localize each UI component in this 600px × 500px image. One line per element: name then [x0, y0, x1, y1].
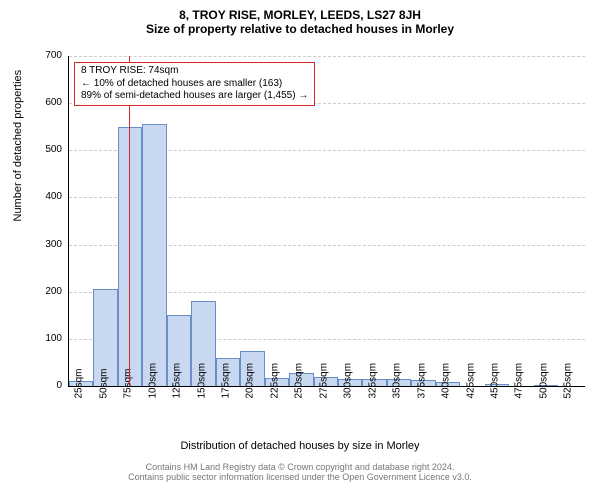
- x-tick-label: 150sqm: [196, 398, 207, 399]
- marker-annotation: 8 TROY RISE: 74sqm ← 10% of detached hou…: [74, 62, 315, 106]
- y-tick-label: 400: [22, 191, 62, 202]
- x-tick-label: 475sqm: [514, 398, 525, 399]
- chart-title-line2: Size of property relative to detached ho…: [0, 22, 600, 36]
- x-tick-label: 525sqm: [563, 398, 574, 399]
- annotation-line1: 8 TROY RISE: 74sqm: [81, 65, 308, 78]
- y-gridline: [69, 56, 585, 57]
- x-tick-label: 100sqm: [147, 398, 158, 399]
- caption-line2: Contains public sector information licen…: [0, 472, 600, 482]
- x-tick-label: 500sqm: [538, 398, 549, 399]
- x-tick-label: 75sqm: [123, 398, 134, 399]
- x-tick-label: 275sqm: [318, 398, 329, 399]
- x-tick-label: 250sqm: [294, 398, 305, 399]
- x-tick-label: 400sqm: [441, 398, 452, 399]
- x-tick-label: 50sqm: [98, 398, 109, 399]
- data-attribution: Contains HM Land Registry data © Crown c…: [0, 462, 600, 482]
- caption-line1: Contains HM Land Registry data © Crown c…: [0, 462, 600, 472]
- y-axis-label: Number of detached properties: [12, 221, 24, 222]
- y-tick-label: 600: [22, 97, 62, 108]
- x-tick-label: 375sqm: [416, 398, 427, 399]
- x-tick-label: 450sqm: [489, 398, 500, 399]
- x-tick-label: 225sqm: [269, 398, 280, 399]
- property-size-marker: [129, 56, 130, 386]
- x-tick-label: 175sqm: [220, 398, 231, 399]
- x-tick-label: 25sqm: [74, 398, 85, 399]
- x-tick-label: 325sqm: [367, 398, 378, 399]
- x-tick-label: 350sqm: [392, 398, 403, 399]
- x-tick-label: 425sqm: [465, 398, 476, 399]
- property-size-chart: 8, TROY RISE, MORLEY, LEEDS, LS27 8JH Si…: [0, 0, 600, 500]
- y-tick-label: 200: [22, 286, 62, 297]
- plot-area: [68, 56, 585, 387]
- y-tick-label: 100: [22, 333, 62, 344]
- x-tick-label: 200sqm: [245, 398, 256, 399]
- y-tick-label: 500: [22, 144, 62, 155]
- x-tick-label: 125sqm: [172, 398, 183, 399]
- annotation-line2: ← 10% of detached houses are smaller (16…: [81, 78, 308, 91]
- y-tick-label: 300: [22, 239, 62, 250]
- chart-title: 8, TROY RISE, MORLEY, LEEDS, LS27 8JH Si…: [0, 8, 600, 36]
- annotation-line3: 89% of semi-detached houses are larger (…: [81, 90, 308, 103]
- x-axis-label: Distribution of detached houses by size …: [0, 440, 600, 452]
- y-tick-label: 0: [22, 380, 62, 391]
- histogram-bar: [142, 124, 166, 386]
- x-tick-label: 300sqm: [343, 398, 354, 399]
- y-tick-label: 700: [22, 50, 62, 61]
- chart-title-line1: 8, TROY RISE, MORLEY, LEEDS, LS27 8JH: [0, 8, 600, 22]
